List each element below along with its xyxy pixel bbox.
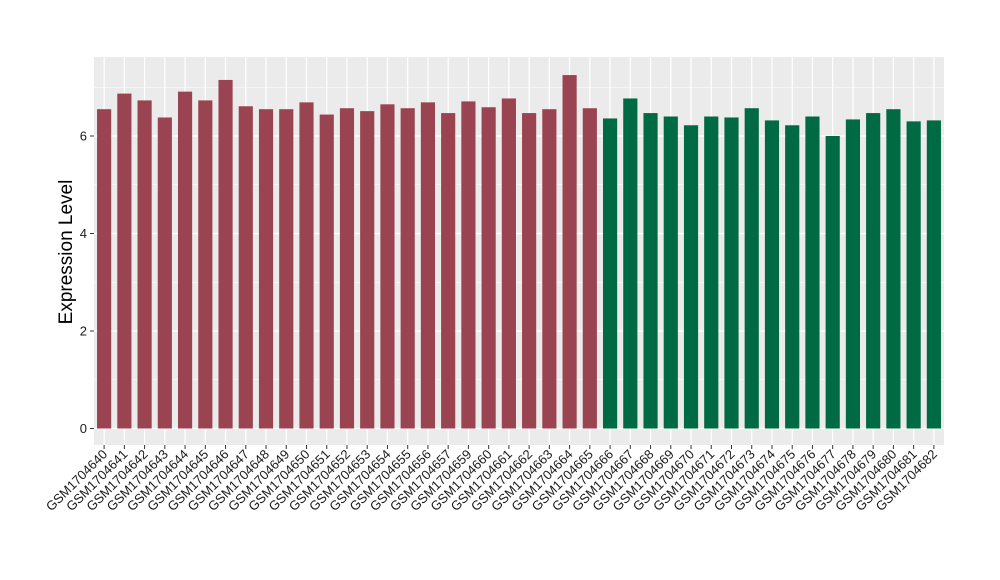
bar-GSM1704650 [299,102,314,429]
panel-background [94,57,944,445]
bar-GSM1704654 [380,104,395,429]
bar-GSM1704660 [481,107,496,429]
bar-GSM1704664 [562,75,577,429]
bar-GSM1704648 [258,109,274,429]
bar-GSM1704680 [886,109,901,429]
bar-GSM1704671 [704,116,719,429]
bar-GSM1704656 [420,102,436,429]
bar-GSM1704641 [117,93,132,429]
bar-GSM1704652 [339,108,355,429]
bar-GSM1704662 [522,113,537,429]
bar-GSM1704677 [825,136,840,429]
bar-GSM1704657 [441,113,456,429]
y-tick-label: 2 [80,324,87,339]
bar-GSM1704681 [906,121,921,429]
axes: 0246GSM1704640GSM1704641GSM1704642GSM170… [43,129,940,514]
y-tick-label: 0 [80,421,87,436]
bar-GSM1704651 [319,114,334,429]
bar-GSM1704644 [177,91,193,429]
bar-GSM1704646 [218,79,233,429]
bar-GSM1704665 [582,108,597,429]
bar-GSM1704645 [198,100,213,429]
bar-GSM1704640 [97,109,112,429]
y-tick-label: 6 [80,129,87,144]
bar-GSM1704668 [643,113,658,429]
bar-GSM1704663 [542,109,557,429]
bar-GSM1704682 [926,120,941,429]
bars [97,75,941,429]
plot-panel [94,57,944,445]
bar-GSM1704655 [400,108,415,429]
y-tick-label: 4 [80,226,87,241]
y-axis-title: Expression Level [56,180,77,325]
bar-GSM1704679 [866,113,881,429]
bar-GSM1704675 [785,125,800,429]
bar-GSM1704678 [845,119,861,429]
bar-GSM1704643 [157,117,172,429]
bar-GSM1704642 [137,100,152,429]
bar-GSM1704647 [238,106,253,429]
bar-GSM1704670 [683,125,699,429]
bar-GSM1704666 [602,118,618,429]
bar-GSM1704649 [279,109,294,429]
bar-GSM1704653 [360,111,375,429]
bar-GSM1704661 [501,98,516,429]
bar-GSM1704673 [744,108,759,429]
bar-GSM1704667 [623,98,638,429]
bar-GSM1704659 [461,101,476,429]
bar-GSM1704676 [805,116,820,429]
bar-GSM1704669 [663,116,678,429]
bar-GSM1704672 [724,117,739,429]
bar-GSM1704674 [764,120,780,429]
